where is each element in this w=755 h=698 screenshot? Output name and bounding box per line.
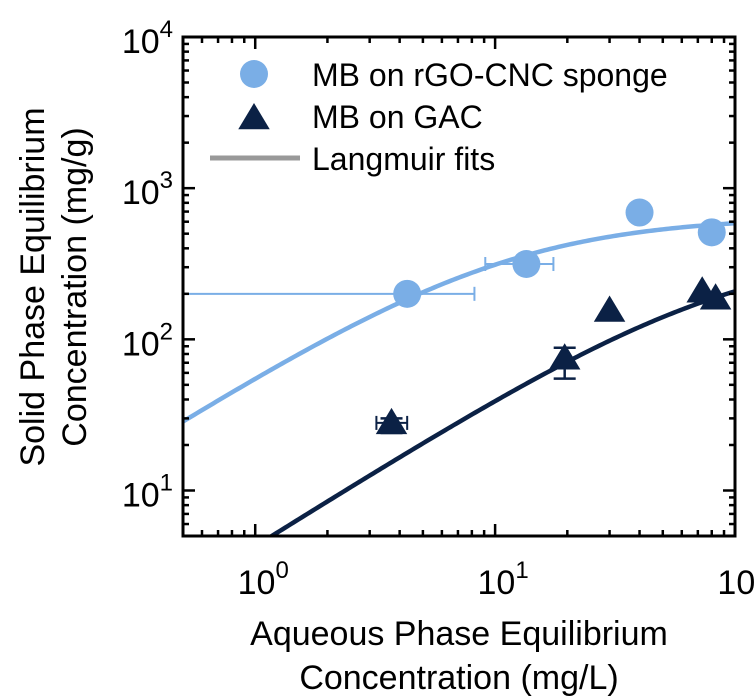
fit-curve-gac xyxy=(267,289,735,536)
y-tick-label-0-exp: 1 xyxy=(160,469,173,496)
legend-label-gac: MB on GAC xyxy=(312,99,483,135)
legend-label-fit: Langmuir fits xyxy=(312,141,495,177)
y-tick-label-1: 102 xyxy=(122,318,173,363)
y-tick-label-2: 103 xyxy=(122,167,173,212)
x-tick-label-0: 100 xyxy=(238,557,289,602)
y-tick-label-3-base: 10 xyxy=(122,23,160,61)
gac-point-2 xyxy=(593,295,626,322)
y-tick-label-0-base: 10 xyxy=(122,476,160,514)
y-tick-label-3: 104 xyxy=(122,16,173,61)
plot-area xyxy=(183,220,735,536)
sponge-point-3 xyxy=(697,218,726,247)
legend-marker-gac xyxy=(238,103,270,130)
legend-label-sponge: MB on rGO-CNC sponge xyxy=(312,57,668,93)
fit-curve-sponge xyxy=(183,220,735,424)
x-tick-label-0-exp: 0 xyxy=(275,557,288,584)
gac-point-0 xyxy=(375,407,408,435)
x-tick-label-1-exp: 1 xyxy=(515,557,528,584)
legend: MB on rGO-CNC sponge MB on GAC Langmuir fi… xyxy=(210,57,668,177)
y-axis-label-line-0: Solid Phase Equilibrium xyxy=(14,107,52,466)
x-tick-label-2-base: 10 xyxy=(717,564,755,602)
x-tick-label-1-base: 10 xyxy=(478,564,516,602)
x-tick-label-0-base: 10 xyxy=(238,564,276,602)
markers xyxy=(375,198,732,435)
gac-point-4 xyxy=(699,283,732,310)
axis-labels: 100101102101102103104Aqueous Phase Equil… xyxy=(14,16,755,697)
y-tick-label-1-exp: 2 xyxy=(160,318,173,345)
sponge-point-0 xyxy=(393,279,422,308)
gac-point-1 xyxy=(548,343,581,370)
sponge-point-1 xyxy=(512,250,541,279)
x-tick-label-1: 101 xyxy=(478,557,529,602)
y-tick-label-2-base: 10 xyxy=(122,174,160,212)
y-axis-label-line-1: Concentration (mg/g) xyxy=(56,127,94,446)
axes xyxy=(181,35,737,538)
sponge-point-2 xyxy=(625,198,654,227)
y-tick-label-2-exp: 3 xyxy=(160,167,173,194)
x-axis-label-line-1: Concentration (mg/L) xyxy=(299,659,618,697)
y-tick-label-3-exp: 4 xyxy=(160,16,173,43)
legend-marker-sponge xyxy=(240,60,268,88)
y-tick-label-0: 101 xyxy=(122,469,173,514)
x-tick-label-2: 102 xyxy=(717,557,755,602)
y-tick-label-1-base: 10 xyxy=(122,325,160,363)
x-axis-label-line-0: Aqueous Phase Equilibrium xyxy=(250,615,668,653)
